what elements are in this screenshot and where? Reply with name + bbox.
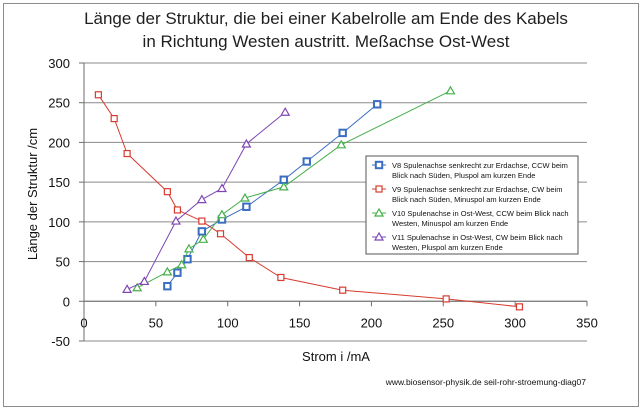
series-line: [97, 94, 520, 308]
data-point: [245, 254, 253, 262]
legend-item-4: V11 Spulenachse in Ost-West, CW beim Bli…: [372, 231, 563, 252]
y-tick-label: 100: [48, 215, 70, 230]
x-tick-label: 200: [361, 315, 383, 330]
x-tick-label: 50: [149, 315, 163, 330]
data-point: [139, 276, 150, 286]
data-point: [278, 181, 289, 191]
data-point: [216, 230, 225, 238]
data-point: [163, 281, 172, 291]
data-point: [515, 303, 524, 311]
data-point: [198, 234, 209, 243]
legend-swatch-marker: [375, 185, 383, 193]
legend-label: V11 Spulenachse in Ost-West, CW beim Bli…: [392, 233, 563, 242]
legend-item-2: V9 Spulenachse senkrecht zur Erdachse, C…: [372, 185, 563, 204]
x-axis-label: Strom i /mA: [302, 349, 370, 364]
data-point: [277, 273, 285, 282]
data-point: [132, 282, 143, 292]
x-tick-label: 250: [432, 315, 454, 330]
legend-swatch-marker: [373, 207, 385, 217]
legend-swatch-marker: [373, 231, 385, 241]
data-point: [94, 91, 102, 99]
data-point: [336, 139, 347, 149]
data-point: [162, 266, 173, 276]
chart-title-line-1: Länge der Struktur, die bei einer Kabelr…: [84, 9, 568, 28]
data-point: [216, 209, 227, 219]
data-point: [338, 128, 347, 138]
legend-label: Westen, Pluspol am kurzen Ende: [392, 243, 503, 252]
series-line: [136, 90, 451, 289]
legend-label: Blick nach Süden, Minuspol am kurzen End…: [392, 195, 541, 204]
data-point: [339, 286, 347, 294]
data-point: [242, 202, 251, 211]
data-point: [173, 206, 182, 214]
data-point: [176, 259, 187, 269]
data-point: [110, 114, 118, 123]
series-line: [126, 111, 286, 290]
data-point: [163, 188, 171, 196]
data-point: [123, 149, 131, 158]
source-note: www.biosensor-physik.de seil-rohr-stroem…: [385, 377, 587, 387]
series-2: [94, 91, 524, 311]
legend-label: V8 Spulenachse senkrecht zur Erdachse, C…: [392, 161, 568, 170]
series-3: [132, 85, 456, 292]
data-point: [216, 183, 227, 193]
y-tick-label: -50: [51, 334, 70, 349]
x-tick-label: 150: [289, 315, 311, 330]
legend-label: V9 Spulenachse senkrecht zur Erdachse, C…: [392, 185, 563, 194]
legend-label: Blick nach Süden, Pluspol am kurzen Ende: [392, 171, 535, 180]
y-tick-label: 0: [63, 294, 70, 309]
data-point: [241, 138, 252, 148]
y-tick-label: 300: [48, 56, 70, 71]
x-tick-label: 300: [504, 315, 526, 330]
axes: [79, 62, 588, 342]
series-4: [122, 107, 291, 293]
data-point: [198, 217, 206, 225]
data-point: [302, 157, 311, 166]
y-tick-label: 200: [48, 135, 70, 150]
tick-labels: -50 0 50 100 150 200 250 300 0 50 100 150 200 250 300 3…: [48, 56, 598, 349]
data-point: [170, 215, 182, 225]
data-point: [442, 295, 450, 303]
x-tick-label: 100: [217, 315, 239, 330]
data-point: [173, 268, 182, 277]
legend: V8 Spulenachse senkrecht zur Erdachse, C…: [365, 155, 579, 255]
legend-label: Westen, Minuspol am kurzen Ende: [392, 219, 508, 228]
x-tick-label: 350: [576, 315, 598, 330]
y-tick-label: 250: [48, 96, 70, 111]
data-point: [445, 85, 456, 95]
legend-item-3: V10 Spulenachse in Ost-West, CCW beim Bl…: [372, 207, 569, 228]
data-point: [197, 227, 207, 236]
x-tick-label: 0: [80, 315, 87, 330]
data-point: [280, 107, 291, 116]
y-tick-label: 150: [48, 175, 70, 190]
legend-label: V10 Spulenachse in Ost-West, CCW beim Bl…: [392, 209, 569, 218]
data-point: [372, 100, 382, 109]
y-axis-label: Länge der Struktur /cm: [25, 128, 40, 260]
legend-box: [365, 155, 579, 255]
data-series: [94, 85, 524, 311]
data-point: [122, 284, 133, 293]
chart-title-line-2: in Richtung Westen austritt. Meßachse Os…: [143, 32, 510, 51]
data-point: [196, 194, 207, 204]
legend-swatch-marker: [374, 160, 384, 170]
legend-item-1: V8 Spulenachse senkrecht zur Erdachse, C…: [372, 160, 568, 180]
data-point: [183, 243, 194, 253]
y-tick-label: 50: [56, 255, 70, 270]
data-point: [239, 192, 250, 202]
